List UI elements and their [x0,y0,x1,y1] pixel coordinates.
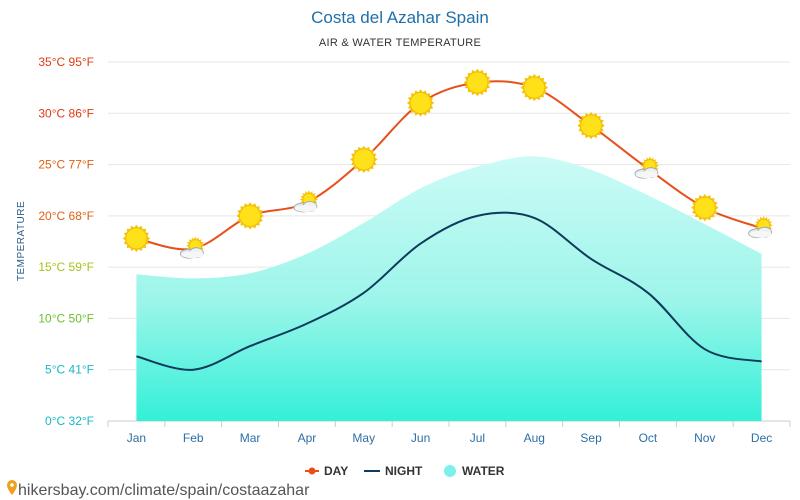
sun-icon [350,145,378,174]
sun-disc [580,114,602,137]
sun-disc [125,227,148,250]
cloud-shape [634,167,659,179]
cloud-part [635,171,658,179]
x-tick-label: Feb [183,431,204,445]
y-tick-label: 15°C 59°F [38,260,94,274]
x-tick-label: Dec [751,431,772,445]
cloud-part [181,251,204,259]
partly-cloudy-icon [179,236,205,259]
chart-title: Costa del Azahar Spain [311,8,489,27]
x-tick-label: Oct [639,431,658,445]
sun-icon [122,224,151,253]
sun-icon [520,73,548,102]
sun-icon [463,68,492,97]
x-tick-label: May [352,431,375,445]
sun-disc [693,196,716,219]
x-tick-label: Mar [240,431,261,445]
water-area [136,156,762,421]
cloud-part [294,205,317,212]
x-tick-label: Apr [298,431,317,445]
map-pin-icon [7,480,17,495]
night-line [136,211,762,371]
footer-link[interactable]: hikersbay.com/climate/spain/costaazahar [7,480,310,499]
cloud-part [749,230,772,238]
x-tick-label: Jun [411,431,430,445]
y-tick-label: 10°C 50°F [38,311,94,325]
legend-day: DAY [305,464,348,478]
partly-cloudy-icon [293,190,319,213]
cloud-shape [179,247,204,259]
x-tick-label: Jul [470,431,485,445]
x-tick-label: Nov [694,431,715,445]
water-series-area [136,156,762,421]
footer-url[interactable]: hikersbay.com/climate/spain/costaazahar [18,482,310,499]
night-series-line [136,211,762,371]
y-axis-title: TEMPERATURE [16,201,27,281]
sun-disc [523,76,546,99]
y-tick-label: 5°C 41°F [45,363,94,377]
x-tick-label: Sep [580,431,602,445]
x-tick-label: Jan [127,431,146,445]
partly-cloudy-icon [634,156,660,179]
map-pin-icon-hole [10,483,14,487]
cloud-shape [293,201,318,213]
y-tick-label: 25°C 77°F [38,158,94,172]
legend: DAY NIGHT WATER [305,464,505,478]
sun-disc [352,148,375,171]
y-tick-label: 35°C 95°F [38,55,94,69]
chart-subtitle: AIR & WATER TEMPERATURE [319,37,481,49]
legend-day-label: DAY [324,464,348,478]
x-tick-label: Aug [524,431,545,445]
y-tick-labels: 0°C 32°F 5°C 41°F 10°C 50°F 15°C 59°F 20°C 6… [38,55,94,428]
partly-cloudy-icon [748,216,773,239]
weather-icons [122,68,773,259]
legend-day-dot [308,467,316,475]
cloud-shape [748,226,772,239]
y-tick-label: 30°C 86°F [38,106,94,120]
sun-disc [409,92,432,114]
legend-water-label: WATER [462,464,505,478]
legend-night: NIGHT [364,464,423,478]
sun-icon [691,194,719,222]
sun-icon [577,111,605,140]
y-tick-label: 20°C 68°F [38,209,94,223]
y-tick-label: 0°C 32°F [45,414,94,428]
legend-night-label: NIGHT [385,464,423,478]
sun-icon [236,202,264,230]
sun-icon [406,89,435,117]
legend-water: WATER [444,464,505,478]
x-tick-labels: Jan Feb Mar Apr May Jun Jul Aug Sep Oct Nov Dec [127,431,773,445]
legend-water-swatch [444,465,456,477]
sun-disc [466,71,489,94]
sun-disc [239,204,262,227]
